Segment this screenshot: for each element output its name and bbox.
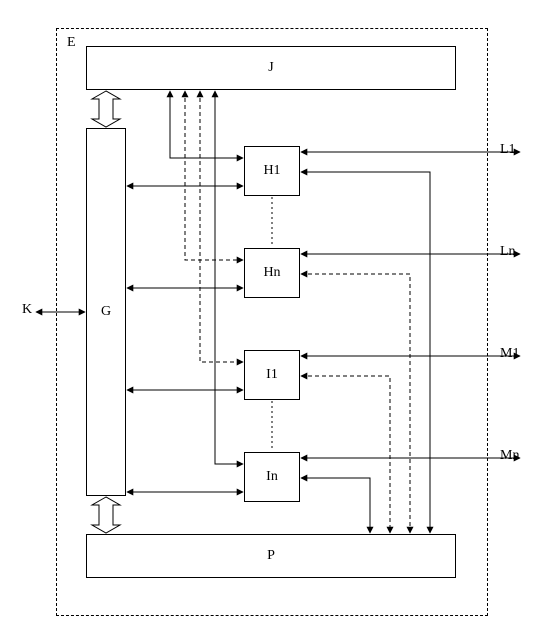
- box-j-label: J: [268, 60, 273, 76]
- label-k: K: [22, 302, 32, 318]
- label-e: E: [67, 35, 76, 51]
- box-h1: H1: [244, 146, 300, 196]
- box-in: In: [244, 452, 300, 502]
- box-j: J: [86, 46, 456, 90]
- box-h1-label: H1: [263, 163, 280, 179]
- box-p-label: P: [267, 548, 275, 564]
- label-mn: Mn: [500, 448, 519, 464]
- box-p: P: [86, 534, 456, 578]
- box-i1-label: I1: [266, 367, 278, 383]
- label-m1: M1: [500, 346, 519, 362]
- box-i1: I1: [244, 350, 300, 400]
- box-in-label: In: [266, 469, 278, 485]
- box-hn: Hn: [244, 248, 300, 298]
- label-l1: L1: [500, 142, 516, 158]
- box-g-label: G: [101, 304, 111, 320]
- box-g: G: [86, 128, 126, 496]
- label-ln: Ln: [500, 244, 516, 260]
- box-hn-label: Hn: [263, 265, 280, 281]
